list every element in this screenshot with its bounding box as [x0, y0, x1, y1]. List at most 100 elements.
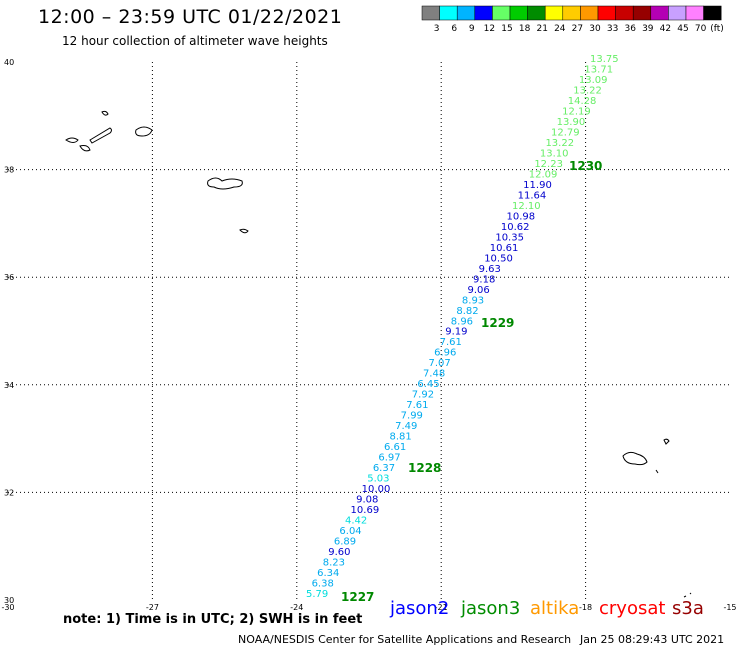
- time-label: 1229: [481, 316, 514, 330]
- legend-unit: (ft): [710, 24, 724, 34]
- lat-tick-label: 32: [4, 488, 14, 497]
- lon-tick-label: -21: [435, 603, 448, 612]
- swh-value: 9.08: [356, 495, 378, 506]
- satellite-name: jason3: [461, 598, 521, 619]
- legend-tick-label: 70: [695, 24, 707, 34]
- map-title: 12:00 – 23:59 UTC 01/22/2021: [38, 6, 343, 28]
- island-outline: [655, 469, 659, 474]
- swh-value: 9.63: [479, 264, 501, 275]
- legend-tick-label: 30: [589, 24, 601, 34]
- swh-value: 13.90: [557, 117, 586, 128]
- island-outline: [239, 228, 249, 234]
- swh-value: 7.07: [429, 358, 451, 369]
- color-legend: 3 6 9 12 15 18 21 24 27 30 33 36 39 42 45 70 (ft): [421, 5, 724, 34]
- lat-tick-label: 40: [4, 58, 14, 67]
- swh-value: 7.99: [401, 411, 423, 422]
- map-subtitle: 12 hour collection of altimeter wave hei…: [62, 34, 328, 48]
- swh-value: 9.06: [467, 285, 489, 296]
- island-outline: [65, 137, 79, 143]
- lat-tick-label: 30: [4, 596, 14, 605]
- legend-tick-label: 33: [607, 24, 618, 34]
- swh-value: 5.03: [367, 474, 389, 485]
- legend-tick-label: 6: [451, 24, 457, 34]
- island-outline: [79, 145, 91, 152]
- legend-tick-label: 36: [624, 24, 636, 34]
- legend-tick-label: 15: [501, 24, 512, 34]
- swh-value: 10.50: [484, 253, 513, 264]
- swh-value: 12.19: [562, 106, 591, 117]
- swh-value: 13.75: [590, 54, 619, 65]
- swh-value: 11.90: [523, 180, 552, 191]
- swh-value: 12.10: [512, 201, 541, 212]
- legend-tick-label: 24: [554, 24, 566, 34]
- swh-value: 8.81: [390, 432, 412, 443]
- swh-value: 13.22: [545, 138, 574, 149]
- lon-tick-label: -30: [1, 603, 14, 612]
- swh-value: 10.69: [351, 505, 380, 516]
- swh-value: 9.60: [328, 547, 350, 558]
- axis-tick-labels: -30 -27 -24 -21 -18 -15 40 38 36 34 32 30: [1, 58, 736, 612]
- time-labels: 1230 1229 1228 1227: [341, 159, 602, 604]
- swh-value: 6.38: [312, 579, 334, 590]
- island-outline: [135, 126, 153, 137]
- legend-tick-label: 9: [469, 24, 475, 34]
- swh-value: 13.71: [584, 64, 613, 75]
- swh-value: 5.79: [306, 589, 328, 600]
- swh-value: 6.89: [334, 537, 356, 548]
- credit-line: NOAA/NESDIS Center for Satellite Applica…: [238, 633, 572, 646]
- legend-tick-label: 45: [677, 24, 688, 34]
- swh-value: 7.61: [440, 337, 462, 348]
- island-outline: [101, 110, 109, 116]
- island-outline: [207, 177, 243, 190]
- island-outline: [689, 592, 692, 595]
- swh-value: 7.61: [406, 400, 428, 411]
- swh-value: 12.09: [529, 169, 558, 180]
- time-label: 1228: [408, 461, 441, 475]
- swh-value: 6.34: [317, 568, 339, 579]
- swh-value: 8.82: [456, 306, 478, 317]
- legend-tick-label: 39: [642, 24, 654, 34]
- swh-value: 12.23: [534, 159, 563, 170]
- swh-value: 12.79: [551, 127, 580, 138]
- lon-tick-label: -27: [146, 603, 159, 612]
- swh-value: 14.28: [568, 96, 597, 107]
- swh-value: 13.10: [540, 148, 569, 159]
- swh-value: 10.98: [506, 211, 535, 222]
- satellite-name: cryosat: [599, 598, 666, 619]
- swh-value: 10.62: [501, 222, 530, 233]
- island-outline: [683, 595, 687, 598]
- land-outlines: [65, 110, 692, 598]
- swh-value: 8.93: [462, 295, 484, 306]
- legend-swatch: [703, 5, 722, 21]
- satellite-name: altika: [530, 598, 580, 619]
- swh-value: 4.42: [345, 516, 367, 527]
- swh-value: 6.97: [378, 453, 400, 464]
- swh-value: 8.96: [451, 316, 473, 327]
- legend-tick-label: 18: [519, 24, 531, 34]
- legend-tick-label: 12: [484, 24, 495, 34]
- swh-value: 9.19: [445, 327, 467, 338]
- grid-lines: [8, 62, 730, 600]
- swh-value: 6.04: [339, 526, 361, 537]
- swh-value: 10.00: [362, 484, 391, 495]
- legend-tick-label: 3: [434, 24, 440, 34]
- island-outline: [622, 451, 648, 466]
- lon-tick-label: -15: [723, 603, 736, 612]
- time-label: 1227: [341, 590, 374, 604]
- swh-value: 7.92: [412, 390, 434, 401]
- swh-value: 6.45: [417, 379, 439, 390]
- swh-value: 9.18: [473, 274, 495, 285]
- swh-value: 6.37: [373, 463, 395, 474]
- lon-tick-label: -24: [290, 603, 303, 612]
- swh-value: 8.23: [323, 558, 345, 569]
- lon-tick-label: -18: [579, 603, 592, 612]
- lat-tick-label: 36: [4, 273, 14, 282]
- swh-value: 7.49: [395, 421, 417, 432]
- legend-tick-label: 42: [660, 24, 671, 34]
- swh-value: 10.61: [490, 243, 519, 254]
- satellite-name: jason2: [390, 598, 450, 619]
- lat-tick-label: 34: [4, 381, 14, 390]
- swh-value: 13.09: [579, 75, 608, 86]
